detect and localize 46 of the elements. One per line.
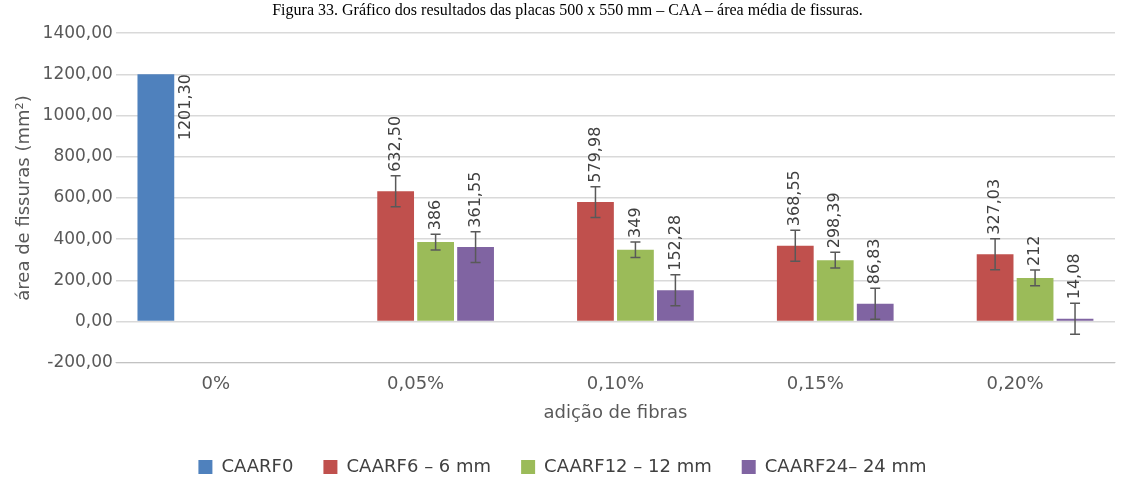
data-label: 349 — [624, 207, 644, 238]
data-label: 86,83 — [864, 238, 884, 285]
data-label: 579,98 — [584, 126, 604, 183]
x-tick-label: 0,20% — [986, 372, 1044, 394]
bar — [776, 245, 814, 321]
legend-label: CAARF6 – 6 mm — [346, 454, 492, 476]
data-label: 212 — [1024, 235, 1044, 267]
y-axis-title: área de fissuras (mm²) — [12, 95, 34, 301]
data-label: 1201,30 — [175, 74, 195, 141]
x-tick-label: 0,10% — [586, 372, 645, 394]
y-tick-label: 1200,00 — [42, 62, 113, 83]
legend-label: CAARF12 – 12 mm — [544, 454, 712, 476]
x-tick-label: 0% — [201, 372, 231, 394]
y-tick-label: 1000,00 — [42, 104, 113, 125]
data-label: 152,28 — [664, 214, 684, 271]
y-tick-label: -200,00 — [47, 351, 113, 372]
bar — [856, 303, 894, 321]
y-tick-label: 800,00 — [53, 145, 113, 166]
data-label: 327,03 — [984, 178, 1004, 235]
bar — [816, 260, 854, 321]
y-tick-label: 200,00 — [53, 268, 113, 289]
data-label: 632,50 — [384, 115, 404, 172]
data-label: 14,08 — [1064, 253, 1084, 300]
bar — [137, 74, 175, 321]
y-tick-label: 400,00 — [53, 227, 113, 248]
bar — [976, 254, 1014, 321]
bar — [577, 202, 614, 321]
data-label: 361,55 — [464, 171, 484, 228]
x-tick-label: 0,05% — [387, 372, 445, 394]
bar — [1016, 277, 1054, 321]
bar — [457, 247, 494, 321]
data-label: 298,39 — [824, 192, 844, 249]
x-axis-title: adição de fibras — [543, 400, 688, 422]
bar — [617, 249, 654, 321]
data-label: 386 — [424, 199, 444, 231]
chart-title: Figura 33. Gráfico dos resultados das placas 500 x 550 mm – CAA – área média de fissuras. — [271, 0, 864, 20]
bar — [377, 191, 415, 321]
data-label: 368,55 — [784, 170, 804, 227]
x-tick-label: 0,15% — [786, 372, 844, 394]
bar — [657, 290, 694, 321]
bar — [417, 242, 454, 321]
legend-label: CAARF24– 24 mm — [764, 454, 927, 476]
y-tick-label: 0,00 — [75, 310, 113, 331]
legend-label: CAARF0 — [221, 454, 294, 476]
y-tick-label: 1400,00 — [42, 21, 113, 42]
y-tick-label: 600,00 — [53, 186, 113, 207]
